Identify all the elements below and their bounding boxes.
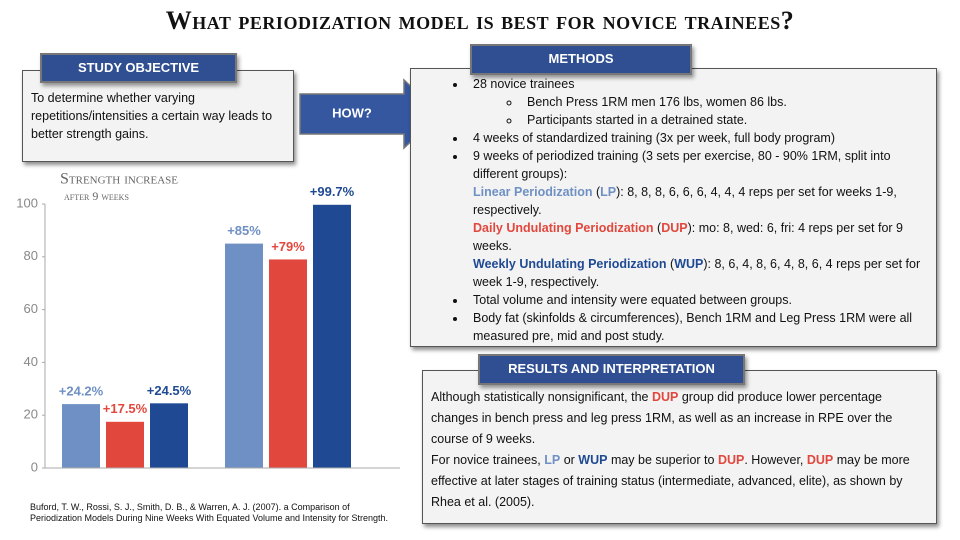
item-text: Body fat (skinfolds & circumferences), B… xyxy=(473,311,913,343)
text-run: may be more effective at later stages of… xyxy=(431,453,910,509)
group-description: Daily Undulating Periodization (DUP): mo… xyxy=(473,219,928,255)
text-run: Linear Periodization xyxy=(473,185,593,199)
text-run: Although statistically nonsignificant, t… xyxy=(431,390,652,404)
item-text: 9 weeks of periodized training (3 sets p… xyxy=(473,149,891,181)
bar xyxy=(269,259,307,468)
text-run: DUP xyxy=(806,453,834,467)
y-tick-label: 100 xyxy=(16,195,38,210)
results-heading: RESULTS AND INTERPRETATION xyxy=(478,354,745,385)
group-description: Weekly Undulating Periodization (WUP): 8… xyxy=(473,255,928,291)
methods-item: 9 weeks of periodized training (3 sets p… xyxy=(467,147,928,291)
methods-box: 28 novice trainees Bench Press 1RM men 17… xyxy=(410,68,937,347)
text-run: Weekly Undulating Periodization xyxy=(473,257,667,271)
text-run: LP xyxy=(544,453,561,467)
y-tick-label: 80 xyxy=(24,248,38,263)
text-run: DUP xyxy=(661,221,688,235)
text-run: group did produce lower percentage chang… xyxy=(431,390,893,446)
text-run: DUP xyxy=(651,390,679,404)
sub-list: Bench Press 1RM men 176 lbs, women 86 lb… xyxy=(473,93,928,129)
text-run: . However, xyxy=(744,453,807,467)
methods-heading: METHODS xyxy=(470,44,692,75)
text-run: ( xyxy=(592,185,601,199)
objective-heading: STUDY OBJECTIVE xyxy=(40,53,237,83)
text-run: ( xyxy=(666,257,675,271)
objective-text: To determine whether varying repetitions… xyxy=(31,91,273,141)
page-title: What periodization model is best for nov… xyxy=(165,6,795,35)
chart-title: Strength increase xyxy=(60,171,178,188)
text-run: For novice trainees, xyxy=(431,453,545,467)
text-run: may be superior to xyxy=(607,453,718,467)
results-paragraph: For novice trainees, LP or WUP may be su… xyxy=(431,450,928,513)
methods-list: 28 novice trainees Bench Press 1RM men 17… xyxy=(411,75,928,345)
y-tick-label: 60 xyxy=(24,301,38,316)
text-run: ): 8, 8, 8, 6, 6, 6, 4, 4, 4 reps per se… xyxy=(473,185,897,217)
citation: Buford, T. W., Rossi, S. J., Smith, D. B… xyxy=(30,502,389,523)
sub-item: Participants started in a detrained stat… xyxy=(521,111,928,129)
how-label: HOW? xyxy=(332,105,372,120)
value-label: +24.2% xyxy=(59,384,104,399)
bar xyxy=(106,421,144,468)
value-label: +17.5% xyxy=(103,401,148,416)
bar xyxy=(62,404,100,468)
text-run: WUP xyxy=(674,257,704,271)
bar xyxy=(150,403,188,468)
text-run: LP xyxy=(600,185,617,199)
text-run: or xyxy=(560,453,579,467)
text-run: ): mo: 8, wed: 6, fri: 4 reps per set fo… xyxy=(473,221,903,253)
methods-item: 4 weeks of standardized training (3x per… xyxy=(467,129,928,147)
text-run: DUP xyxy=(717,453,745,467)
y-tick-label: 0 xyxy=(31,459,38,474)
group-description: Linear Periodization (LP): 8, 8, 8, 6, 6… xyxy=(473,183,928,219)
text-run: ( xyxy=(653,221,662,235)
methods-item: Total volume and intensity were equated … xyxy=(467,291,928,309)
methods-item: 28 novice trainees Bench Press 1RM men 17… xyxy=(467,75,928,129)
y-tick-label: 40 xyxy=(24,354,38,369)
methods-item: Body fat (skinfolds & circumferences), B… xyxy=(467,309,928,345)
chart-subtitle: after 9 weeks xyxy=(64,189,129,203)
results-paragraph: Although statistically nonsignificant, t… xyxy=(431,387,928,450)
bar xyxy=(225,243,263,468)
item-text: 4 weeks of standardized training (3x per… xyxy=(473,131,835,145)
y-tick-label: 20 xyxy=(24,407,38,422)
value-label: +85% xyxy=(227,223,261,238)
text-run: ): 8, 6, 4, 8, 6, 4, 8, 6, 4 reps per se… xyxy=(473,257,921,289)
results-box: Although statistically nonsignificant, t… xyxy=(422,370,937,524)
value-label: +99.7% xyxy=(310,184,355,199)
item-text: 28 novice trainees xyxy=(473,77,575,91)
item-text: Total volume and intensity were equated … xyxy=(473,293,792,307)
sub-item: Bench Press 1RM men 176 lbs, women 86 lb… xyxy=(521,93,928,111)
bar xyxy=(313,204,351,468)
value-label: +24.5% xyxy=(147,383,192,398)
text-run: Daily Undulating Periodization xyxy=(473,221,654,235)
value-label: +79% xyxy=(271,239,305,254)
objective-box: To determine whether varying repetitions… xyxy=(22,70,294,162)
text-run: WUP xyxy=(578,453,608,467)
